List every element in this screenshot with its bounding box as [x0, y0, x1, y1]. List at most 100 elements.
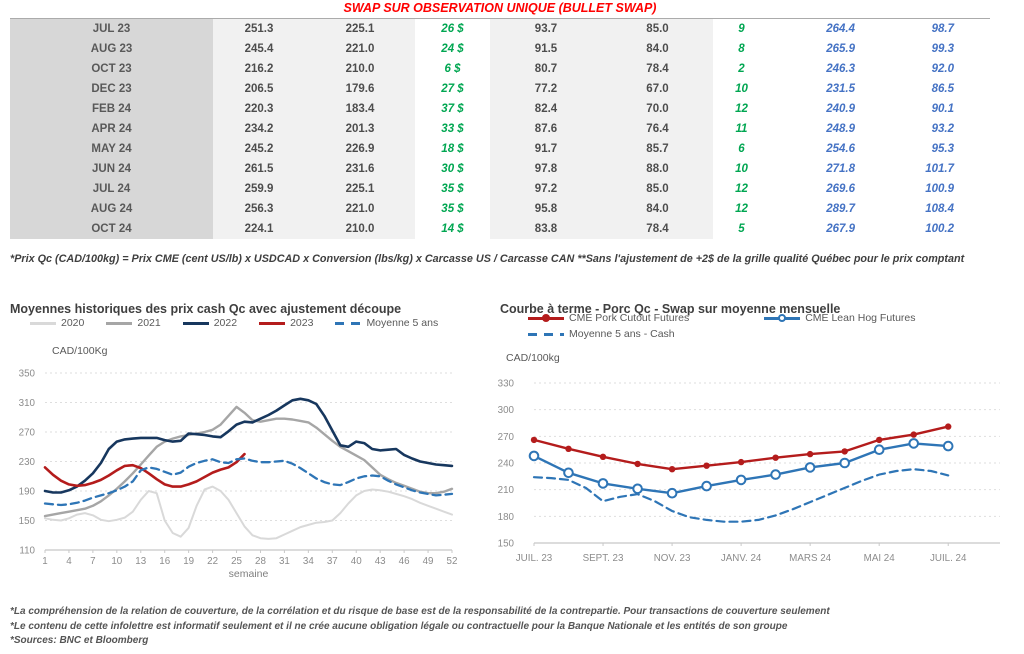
svg-text:4: 4: [66, 556, 72, 567]
cell-prix-swap-us: 78.4: [602, 219, 713, 239]
legend-label: Moyenne 5 ans: [366, 317, 439, 329]
svg-text:230: 230: [19, 457, 36, 468]
cell-prix-cash-us: 87.6: [490, 119, 602, 139]
cell-month: JUN 24: [10, 159, 213, 179]
svg-text:1: 1: [42, 556, 47, 567]
cell-futures-cad: 246.3: [826, 63, 855, 75]
cell-futures-cad: 265.9: [826, 43, 855, 55]
cell-prix-cash-qc: 216.2: [213, 59, 305, 79]
cell-gain-dollars: 18 $: [441, 143, 464, 155]
svg-text:MAI 24: MAI 24: [864, 553, 896, 564]
cell-gain-dollars: 27 $: [441, 83, 464, 95]
svg-text:10: 10: [111, 556, 122, 567]
footer-note: *La compréhension de la relation de couv…: [10, 606, 830, 617]
cell-prix-cash-us: 91.7: [490, 139, 602, 159]
svg-text:150: 150: [19, 516, 36, 527]
legend-label: 2023: [290, 317, 314, 329]
svg-text:49: 49: [423, 556, 434, 567]
cell-prix-swap-us: 84.0: [602, 199, 713, 219]
svg-text:330: 330: [498, 379, 515, 390]
cell-prix-cash-us: 80.7: [490, 59, 602, 79]
open-marker-icon: [778, 314, 787, 322]
cell-prix-swap-us: 85.7: [602, 139, 713, 159]
svg-text:NOV. 23: NOV. 23: [654, 553, 691, 564]
cell-month: AUG 23: [10, 39, 213, 59]
svg-text:300: 300: [498, 405, 515, 416]
cell-prix-cash-qc: 220.3: [213, 99, 305, 119]
svg-text:semaine: semaine: [229, 568, 269, 580]
svg-text:270: 270: [19, 428, 36, 439]
cell-futures-cad: 240.9: [826, 103, 855, 115]
cell-month: JUL 23: [10, 19, 213, 39]
legend-label: 2021: [137, 317, 161, 329]
svg-text:34: 34: [303, 556, 314, 567]
svg-text:37: 37: [327, 556, 338, 567]
cell-prix-swap-qc: 183.4: [305, 99, 415, 119]
page-title: SWAP SUR OBSERVATION UNIQUE (BULLET SWAP…: [343, 1, 657, 15]
cell-prix-cash-qc: 261.5: [213, 159, 305, 179]
cell-prix-cash-us: 77.2: [490, 79, 602, 99]
line-swatch-icon: [259, 321, 286, 325]
cell-prix-cash-qc: 206.5: [213, 79, 305, 99]
cell-prix-swap-qc: 210.0: [305, 219, 415, 239]
cell-prix-swap-us: 85.0: [602, 179, 713, 199]
legend-item: 2021: [106, 317, 161, 329]
svg-text:270: 270: [498, 432, 515, 443]
cell-prix-swap-us: 84.0: [602, 39, 713, 59]
legend-label: CME Lean Hog Futures: [805, 312, 916, 324]
line-swatch-icon: [30, 321, 56, 325]
cell-month: FEB 24: [10, 99, 213, 119]
line-swatch-icon: [106, 321, 133, 325]
svg-text:46: 46: [399, 556, 410, 567]
cell-month: OCT 24: [10, 219, 213, 239]
cell-prix-swap-us: 78.4: [602, 59, 713, 79]
cell-futures-us: 99.3: [931, 43, 954, 55]
cell-futures-us: 100.9: [925, 183, 954, 195]
cell-prix-cash-qc: 234.2: [213, 119, 305, 139]
legend-item: 2022: [182, 317, 238, 329]
legend-label: 2020: [61, 317, 85, 329]
cell-month: DEC 23: [10, 79, 213, 99]
cell-futures-us: 108.4: [925, 203, 954, 215]
cell-futures-cad: 248.9: [826, 123, 855, 135]
svg-text:40: 40: [351, 556, 362, 567]
cell-gain-count: 12: [735, 103, 748, 115]
cell-prix-cash-qc: 245.2: [213, 139, 305, 159]
line-swatch-icon: [764, 314, 801, 322]
legend-item: CME Lean Hog Futures: [764, 312, 916, 324]
cell-prix-cash-qc: 224.1: [213, 219, 305, 239]
svg-text:7: 7: [90, 556, 95, 567]
cell-futures-cad: 271.8: [826, 163, 855, 175]
cell-prix-cash-qc: 259.9: [213, 179, 305, 199]
svg-text:31: 31: [279, 556, 290, 567]
cell-futures-us: 101.7: [925, 163, 954, 175]
legend-label: 2022: [213, 317, 238, 329]
legend-item: 2020: [30, 317, 84, 329]
legend-item: Moyenne 5 ans - Cash: [528, 328, 675, 340]
cell-gain-count: 6: [738, 143, 745, 155]
cell-prix-swap-qc: 226.9: [305, 139, 415, 159]
cell-prix-cash-us: 97.2: [490, 179, 602, 199]
svg-text:JUIL. 24: JUIL. 24: [930, 553, 967, 564]
legend-label: CME Pork Cutout Futures: [569, 312, 690, 324]
svg-text:JUIL. 23: JUIL. 23: [516, 553, 553, 564]
legend-label: Moyenne 5 ans - Cash: [569, 328, 675, 340]
cell-prix-swap-qc: 221.0: [305, 199, 415, 219]
cell-gain-dollars: 35 $: [441, 203, 464, 215]
table-footnote: *Prix Qc (CAD/100kg) = Prix CME (cent US…: [10, 252, 965, 265]
cell-month: MAY 24: [10, 139, 213, 159]
svg-text:MARS 24: MARS 24: [789, 553, 831, 564]
cell-prix-cash-us: 82.4: [490, 99, 602, 119]
cell-prix-cash-qc: 251.3: [213, 19, 305, 39]
cell-futures-us: 92.0: [931, 63, 954, 75]
cell-gain-dollars: 26 $: [441, 23, 464, 35]
cell-gain-count: 8: [738, 43, 745, 55]
cell-prix-cash-us: 83.8: [490, 219, 602, 239]
legend-item: CME Pork Cutout Futures: [528, 312, 689, 324]
cell-futures-cad: 289.7: [826, 203, 855, 215]
swap-table: JUL 23 251.3 225.1 26 $93.7 85.0 9 264.4 98.7 AU…: [10, 18, 990, 239]
cell-futures-us: 93.2: [931, 123, 954, 135]
cell-prix-cash-qc: 245.4: [213, 39, 305, 59]
